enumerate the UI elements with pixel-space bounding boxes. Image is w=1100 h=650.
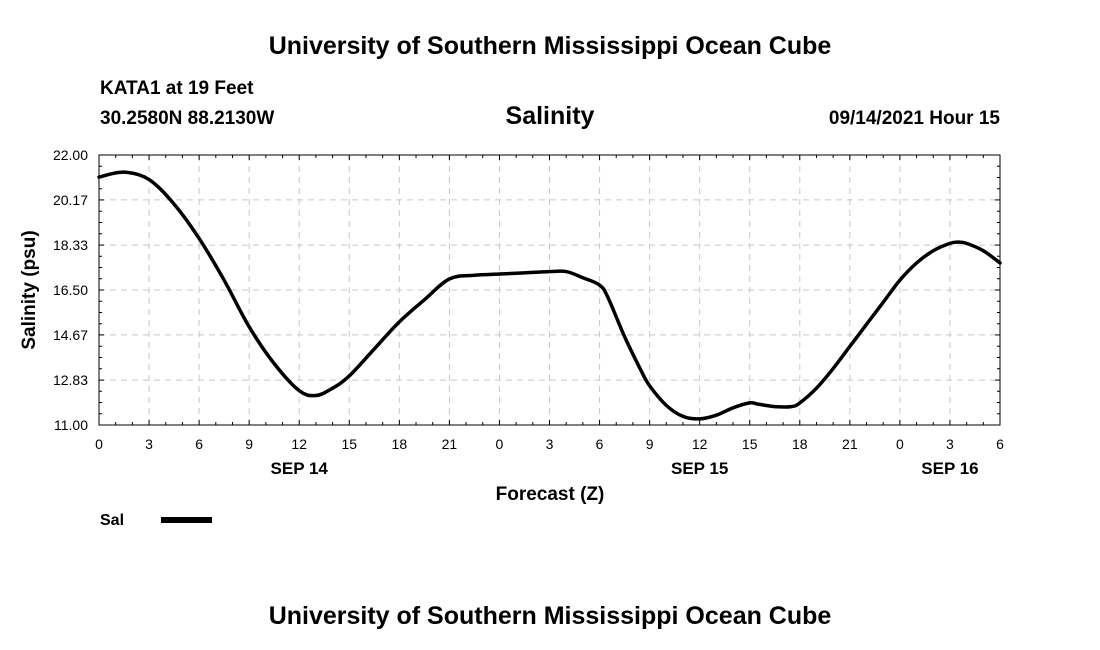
x-tick-label: 3 [946, 436, 954, 452]
series-line-sal [97, 170, 1002, 421]
x-tick-labels: 0 3 6 9 12 15 18 21 0 3 6 9 12 15 18 21 0 3 6 [95, 436, 1004, 452]
y-tick-label: 20.17 [53, 192, 88, 208]
y-tick-label: 18.33 [53, 237, 88, 253]
x-tick-label: 12 [291, 436, 307, 452]
date-label: SEP 14 [271, 459, 329, 478]
legend: Sal [100, 512, 212, 529]
x-tick-label: 0 [95, 436, 103, 452]
x-tick-label: 18 [392, 436, 408, 452]
station-label: KATA1 at 19 Feet [100, 78, 254, 99]
x-tick-label: 15 [742, 436, 758, 452]
x-tick-label: 0 [496, 436, 504, 452]
x-tick-label: 3 [145, 436, 153, 452]
x-axis-title: Forecast (Z) [496, 484, 605, 505]
y-axis-title: Salinity (psu) [19, 230, 40, 349]
axis-ticks [98, 154, 1001, 426]
x-tick-label: 15 [341, 436, 357, 452]
timestamp-label: 09/14/2021 Hour 15 [829, 108, 1001, 129]
y-tick-label: 16.50 [53, 282, 88, 298]
y-tick-labels: 11.00 12.83 14.67 16.50 18.33 20.17 22.00 [53, 147, 88, 433]
x-tick-label: 6 [996, 436, 1004, 452]
series-lines [97, 170, 1002, 421]
x-tick-label: 6 [596, 436, 604, 452]
x-tick-label: 9 [646, 436, 654, 452]
legend-label-sal: Sal [100, 512, 124, 529]
variable-title: Salinity [506, 102, 595, 130]
date-labels: SEP 14 SEP 15 SEP 16 [271, 459, 979, 478]
x-tick-label: 21 [442, 436, 458, 452]
grid-lines [99, 155, 1000, 425]
footer-title: University of Southern Mississippi Ocean… [269, 602, 832, 630]
x-tick-label: 12 [692, 436, 708, 452]
x-tick-label: 21 [842, 436, 858, 452]
chart-title: University of Southern Mississippi Ocean… [269, 32, 832, 60]
x-tick-label: 0 [896, 436, 904, 452]
y-tick-label: 14.67 [53, 327, 88, 343]
location-label: 30.2580N 88.2130W [100, 108, 274, 129]
x-tick-label: 18 [792, 436, 808, 452]
x-tick-label: 9 [245, 436, 253, 452]
date-label: SEP 16 [921, 459, 978, 478]
y-tick-label: 22.00 [53, 147, 88, 163]
x-tick-label: 6 [195, 436, 203, 452]
y-tick-label: 12.83 [53, 372, 88, 388]
y-tick-label: 11.00 [54, 417, 88, 433]
x-tick-label: 3 [546, 436, 554, 452]
date-label: SEP 15 [671, 459, 728, 478]
